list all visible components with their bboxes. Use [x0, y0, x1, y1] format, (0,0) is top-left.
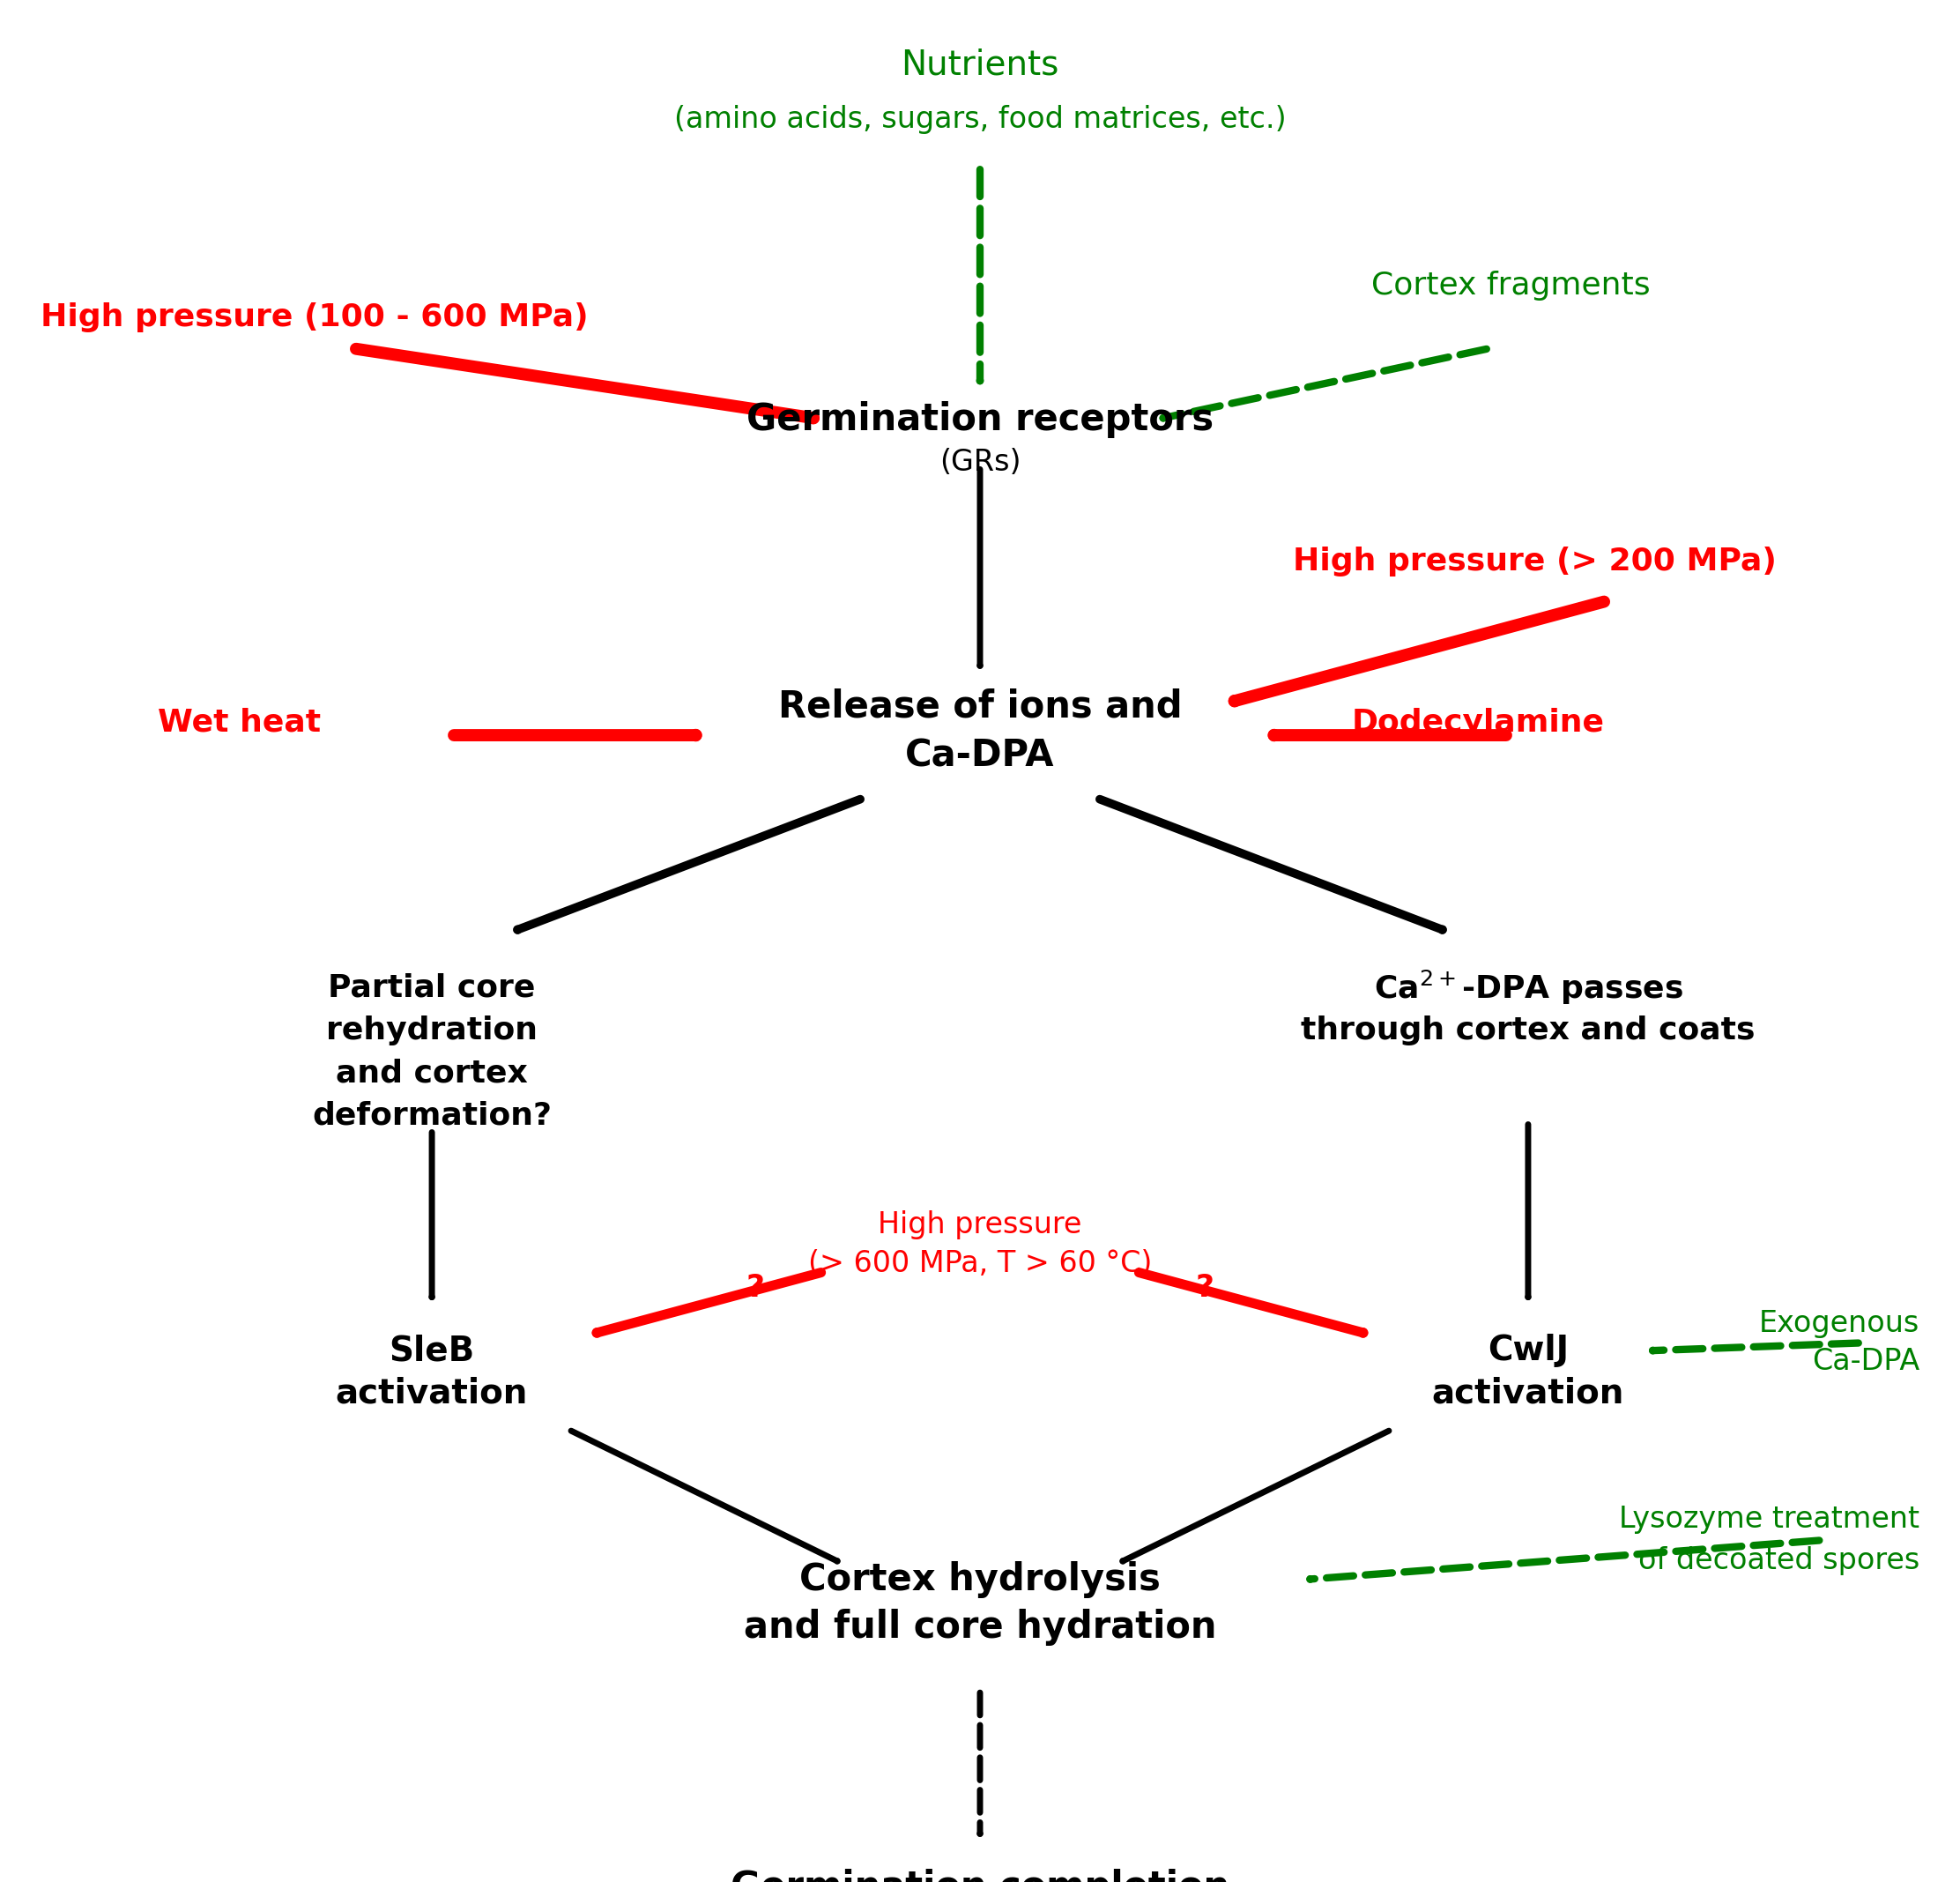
Text: (> 600 MPa, T > 60 °C): (> 600 MPa, T > 60 °C)	[808, 1250, 1152, 1278]
Text: and full core hydration: and full core hydration	[743, 1609, 1217, 1645]
Text: High pressure: High pressure	[878, 1210, 1082, 1238]
Text: Wet heat: Wet heat	[159, 708, 321, 738]
Text: SleB: SleB	[388, 1334, 474, 1368]
Text: Ca-DPA: Ca-DPA	[906, 738, 1054, 774]
Text: Release of ions and: Release of ions and	[778, 689, 1182, 725]
Text: CwlJ: CwlJ	[1488, 1334, 1568, 1368]
Text: activation: activation	[335, 1376, 527, 1410]
Text: Exogenous: Exogenous	[1758, 1310, 1919, 1338]
Text: (GRs): (GRs)	[939, 448, 1021, 476]
Text: High pressure (> 200 MPa): High pressure (> 200 MPa)	[1294, 546, 1778, 576]
Text: through cortex and coats: through cortex and coats	[1301, 1016, 1756, 1045]
Text: of decoated spores: of decoated spores	[1639, 1547, 1919, 1575]
Text: Partial core: Partial core	[327, 973, 535, 1003]
Text: deformation?: deformation?	[312, 1101, 553, 1131]
Text: Ca$^{2+}$-DPA passes: Ca$^{2+}$-DPA passes	[1374, 969, 1684, 1007]
Text: activation: activation	[1433, 1376, 1625, 1410]
Text: Dodecylamine: Dodecylamine	[1352, 708, 1605, 738]
Text: rehydration: rehydration	[325, 1016, 537, 1045]
Text: ?: ?	[1196, 1272, 1215, 1302]
Text: Nutrients: Nutrients	[902, 47, 1058, 81]
Text: and cortex: and cortex	[335, 1058, 527, 1088]
Text: Cortex fragments: Cortex fragments	[1372, 271, 1650, 301]
Text: (amino acids, sugars, food matrices, etc.): (amino acids, sugars, food matrices, etc…	[674, 105, 1286, 134]
Text: Cortex hydrolysis: Cortex hydrolysis	[800, 1562, 1160, 1598]
Text: Germination completion: Germination completion	[731, 1869, 1229, 1882]
Text: Germination receptors: Germination receptors	[747, 401, 1213, 439]
Text: High pressure (100 - 600 MPa): High pressure (100 - 600 MPa)	[41, 301, 588, 331]
Text: Ca-DPA: Ca-DPA	[1811, 1348, 1919, 1376]
Text: ?: ?	[745, 1272, 764, 1302]
Text: Lysozyme treatment: Lysozyme treatment	[1619, 1506, 1919, 1534]
